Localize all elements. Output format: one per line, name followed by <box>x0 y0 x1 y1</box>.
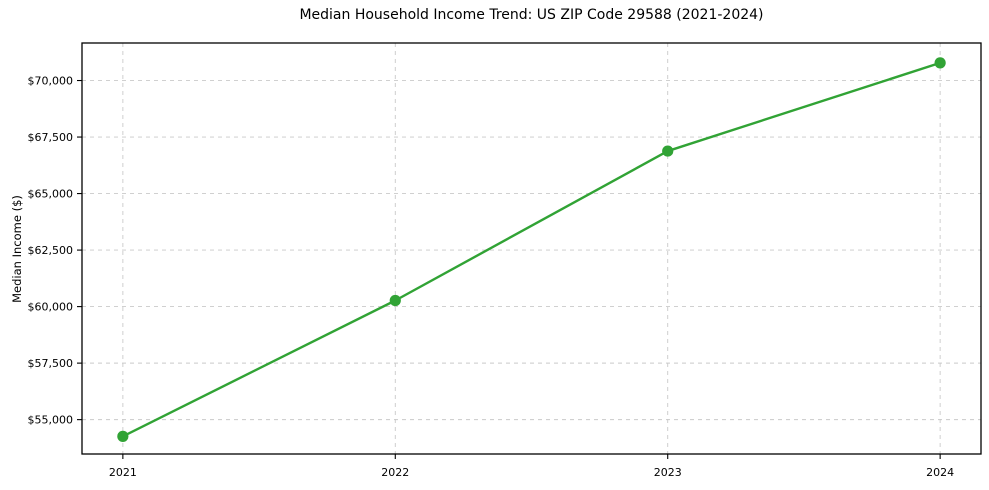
data-point-2021 <box>117 430 129 442</box>
y-tick-label: $60,000 <box>28 301 74 314</box>
axes-frame <box>81 42 982 455</box>
chart-title: Median Household Income Trend: US ZIP Co… <box>299 7 764 23</box>
y-tick-label: $70,000 <box>28 75 74 88</box>
plot-background <box>82 43 981 454</box>
data-point-2024 <box>934 57 946 69</box>
y-tick-label: $57,500 <box>28 357 74 370</box>
data-point-2022 <box>389 294 401 307</box>
y-tick-label: $65,000 <box>28 188 74 201</box>
data-point-2023 <box>662 145 674 157</box>
x-tick-label: 2021 <box>109 466 137 479</box>
income-trend-line <box>121 61 942 438</box>
y-tick-label: $62,500 <box>28 244 74 257</box>
x-tick-label: 2022 <box>381 466 409 479</box>
x-tick-label: 2024 <box>926 466 954 479</box>
y-tick-label: $55,000 <box>28 414 74 427</box>
x-tick-label: 2023 <box>654 466 682 479</box>
y-tick-label: $67,500 <box>28 131 74 144</box>
